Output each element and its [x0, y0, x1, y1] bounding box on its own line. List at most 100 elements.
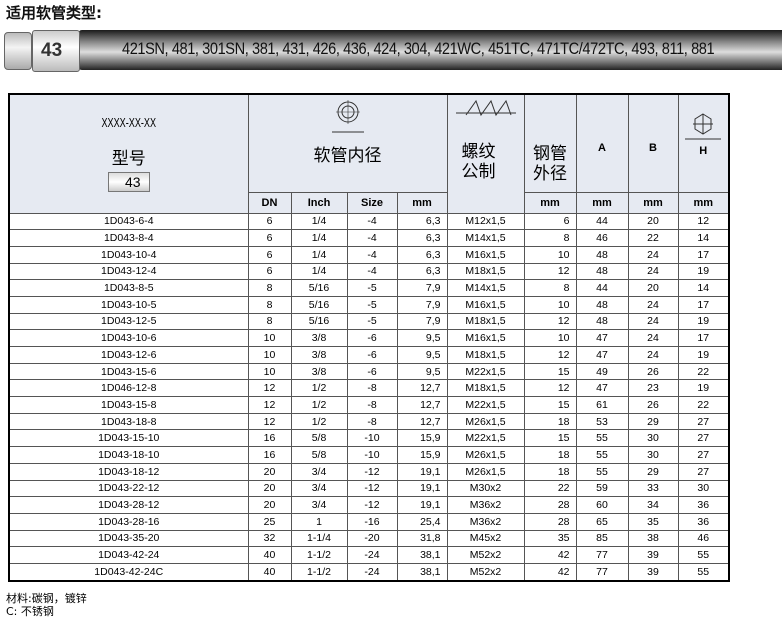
part-number-cell: 1D043-12-4 [8, 262, 249, 281]
b-mm-header: mm [627, 192, 679, 214]
size-cell: -4 [346, 212, 398, 231]
mm-cell: 15,9 [396, 446, 448, 464]
b-cell: 30 [627, 429, 679, 448]
table-row: 1D043-15-10 16 5/8 -10 15,9 M22x1,5 15 55 30 27 [8, 429, 730, 448]
b-cell: 34 [627, 496, 679, 514]
footer-notes: 材料:碳钢，镀锌 C: 不锈钢 [6, 592, 87, 618]
b-cell: 23 [627, 379, 679, 398]
b-cell: 29 [627, 462, 679, 481]
thread-cell: M30x2 [446, 479, 525, 498]
part-number-cell: 1D043-28-16 [8, 512, 249, 531]
tube-od-cell: 12 [523, 346, 577, 364]
h-cell: 19 [677, 379, 730, 398]
a-cell: 48 [575, 295, 629, 314]
a-cell: 48 [575, 262, 629, 281]
a-cell: 44 [575, 279, 629, 297]
a-cell: 77 [575, 546, 629, 564]
tube-od-cell: 6 [523, 212, 577, 231]
inch-cell: 1/4 [290, 245, 348, 264]
part-number-cell: 1D043-12-5 [8, 312, 249, 331]
h-cell: 55 [677, 546, 730, 564]
dn-cell: 25 [247, 512, 292, 531]
thread-cell: M16x1,5 [446, 329, 525, 347]
a-cell: 44 [575, 212, 629, 231]
h-cell: 17 [677, 295, 730, 314]
inch-cell: 3/4 [290, 479, 348, 498]
b-cell: 35 [627, 512, 679, 531]
h-mm-header: mm [677, 192, 730, 214]
tube-od-cell: 10 [523, 295, 577, 314]
size-cell: -10 [346, 446, 398, 464]
mm-cell: 38,1 [396, 546, 448, 564]
inch-cell: 1/2 [290, 379, 348, 398]
mm-cell: 19,1 [396, 496, 448, 514]
part-number-cell: 1D043-42-24 [8, 546, 249, 564]
tube-od-cell: 15 [523, 396, 577, 414]
part-number-cell: 1D043-10-4 [8, 245, 249, 264]
mm-cell: 7,9 [396, 295, 448, 314]
a-cell: 55 [575, 446, 629, 464]
dn-cell: 10 [247, 362, 292, 381]
tube-od-cell: 28 [523, 512, 577, 531]
model-header: XXXX-XX-XX 型号 43 [8, 93, 249, 214]
hose-types: 421SN, 481, 301SN, 381, 431, 426, 436, 4… [122, 39, 715, 58]
table-row: 1D043-8-4 6 1/4 -4 6,3 M14x1,5 8 46 22 14 [8, 229, 730, 247]
part-number-cell: 1D043-6-4 [8, 212, 249, 231]
part-number-cell: 1D043-10-5 [8, 295, 249, 314]
thread-cell: M12x1,5 [446, 212, 525, 231]
dn-cell: 10 [247, 346, 292, 364]
inch-cell: 1/4 [290, 262, 348, 281]
dn-cell: 16 [247, 446, 292, 464]
thread-cell: M36x2 [446, 496, 525, 514]
size-cell: -16 [346, 512, 398, 531]
inch-cell: 1-1/2 [290, 546, 348, 564]
tube-od-cell: 10 [523, 329, 577, 347]
thread-label: 螺纹 公制 [461, 142, 496, 182]
dn-header: DN [247, 192, 292, 214]
size-cell: -5 [346, 279, 398, 297]
hose-id-header: 软管内径 [247, 93, 448, 193]
size-cell: -10 [346, 429, 398, 448]
inch-cell: 1/2 [290, 412, 348, 431]
a-cell: 77 [575, 562, 629, 582]
fitting-code: 43 [41, 40, 63, 61]
part-number-cell: 1D046-12-8 [8, 379, 249, 398]
part-number-cell: 1D043-12-6 [8, 346, 249, 364]
h-cell: 22 [677, 396, 730, 414]
size-cell: -6 [346, 362, 398, 381]
inch-cell: 1/2 [290, 396, 348, 414]
part-number-cell: 1D043-10-6 [8, 329, 249, 347]
dn-cell: 6 [247, 212, 292, 231]
a-cell: 55 [575, 462, 629, 481]
hose-section-icon [331, 100, 364, 133]
h-cell: 22 [677, 362, 730, 381]
size-cell: -6 [346, 329, 398, 347]
b-cell: 38 [627, 529, 679, 548]
thread-cell: M22x1,5 [446, 396, 525, 414]
mm-cell: 12,7 [396, 412, 448, 431]
b-cell: 39 [627, 546, 679, 564]
thread-icon [455, 99, 516, 117]
mm-cell: 7,9 [396, 312, 448, 331]
mm-cell: 38,1 [396, 562, 448, 582]
a-cell: 60 [575, 496, 629, 514]
tube-od-cell: 15 [523, 362, 577, 381]
inch-cell: 3/8 [290, 329, 348, 347]
model-label: 型号 [111, 149, 146, 170]
tube-od-cell: 42 [523, 562, 577, 582]
part-number-cell: 1D043-35-20 [8, 529, 249, 548]
a-cell: 59 [575, 479, 629, 498]
thread-cell: M18x1,5 [446, 312, 525, 331]
size-cell: -20 [346, 529, 398, 548]
b-header: B [627, 93, 679, 193]
a-cell: 46 [575, 229, 629, 247]
tube-od-cell: 15 [523, 429, 577, 448]
h-cell: 27 [677, 446, 730, 464]
a-cell: 65 [575, 512, 629, 531]
fitting-code-badge: 43 [107, 172, 150, 193]
tube-od-cell: 10 [523, 245, 577, 264]
size-cell: -8 [346, 412, 398, 431]
table-row: 1D043-12-5 8 5/16 -5 7,9 M18x1,5 12 48 24 19 [8, 312, 730, 331]
part-number-cell: 1D043-28-12 [8, 496, 249, 514]
table-row: 1D043-12-6 10 3/8 -6 9,5 M18x1,5 12 47 24 19 [8, 346, 730, 364]
